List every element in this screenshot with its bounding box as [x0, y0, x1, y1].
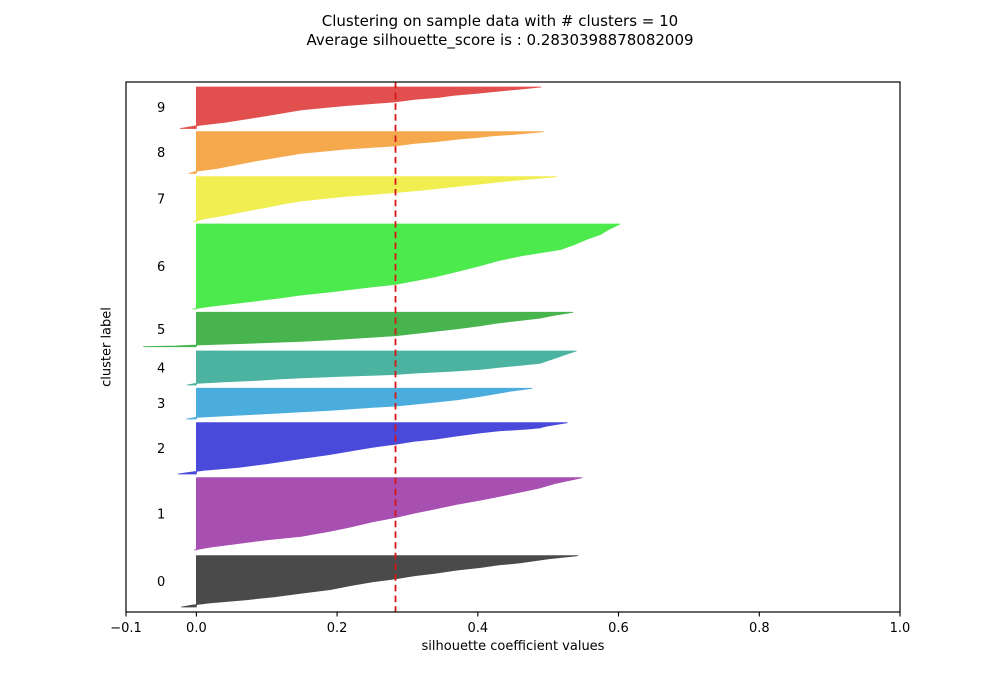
cluster-3-silhouette: [186, 387, 533, 420]
x-tick-label: 0.8: [749, 621, 770, 636]
x-tick-label: −0.1: [110, 621, 142, 636]
cluster-label-6: 6: [157, 260, 165, 275]
x-tick-label: 0.4: [467, 621, 488, 636]
y-axis-label: cluster label: [99, 307, 115, 387]
cluster-label-7: 7: [157, 193, 165, 208]
cluster-1-silhouette: [193, 477, 583, 551]
cluster-0-silhouette: [181, 555, 579, 608]
chart-title: Clustering on sample data with # cluster…: [321, 12, 679, 30]
x-tick-label: 0.0: [186, 621, 207, 636]
cluster-label-9: 9: [157, 101, 165, 116]
cluster-label-8: 8: [157, 146, 165, 161]
cluster-label-1: 1: [157, 507, 165, 522]
cluster-label-3: 3: [157, 397, 165, 412]
cluster-4-silhouette: [186, 350, 577, 386]
x-tick-label: 1.0: [890, 621, 911, 636]
cluster-7-silhouette: [193, 176, 557, 223]
cluster-label-5: 5: [157, 323, 165, 338]
x-axis-label: silhouette coefficient values: [421, 639, 605, 654]
cluster-5-silhouette: [143, 311, 574, 348]
cluster-9-silhouette: [179, 86, 542, 129]
cluster-6-silhouette: [192, 223, 621, 310]
plot-border: [125, 81, 901, 613]
cluster-label-2: 2: [157, 442, 165, 457]
x-tick-label: 0.6: [608, 621, 629, 636]
cluster-2-silhouette: [177, 422, 568, 475]
x-tick-label: 0.2: [327, 621, 348, 636]
chart-subtitle: Average silhouette_score is : 0.28303988…: [306, 31, 694, 49]
cluster-8-silhouette: [188, 131, 544, 174]
cluster-label-0: 0: [157, 575, 165, 590]
cluster-label-4: 4: [157, 362, 165, 377]
